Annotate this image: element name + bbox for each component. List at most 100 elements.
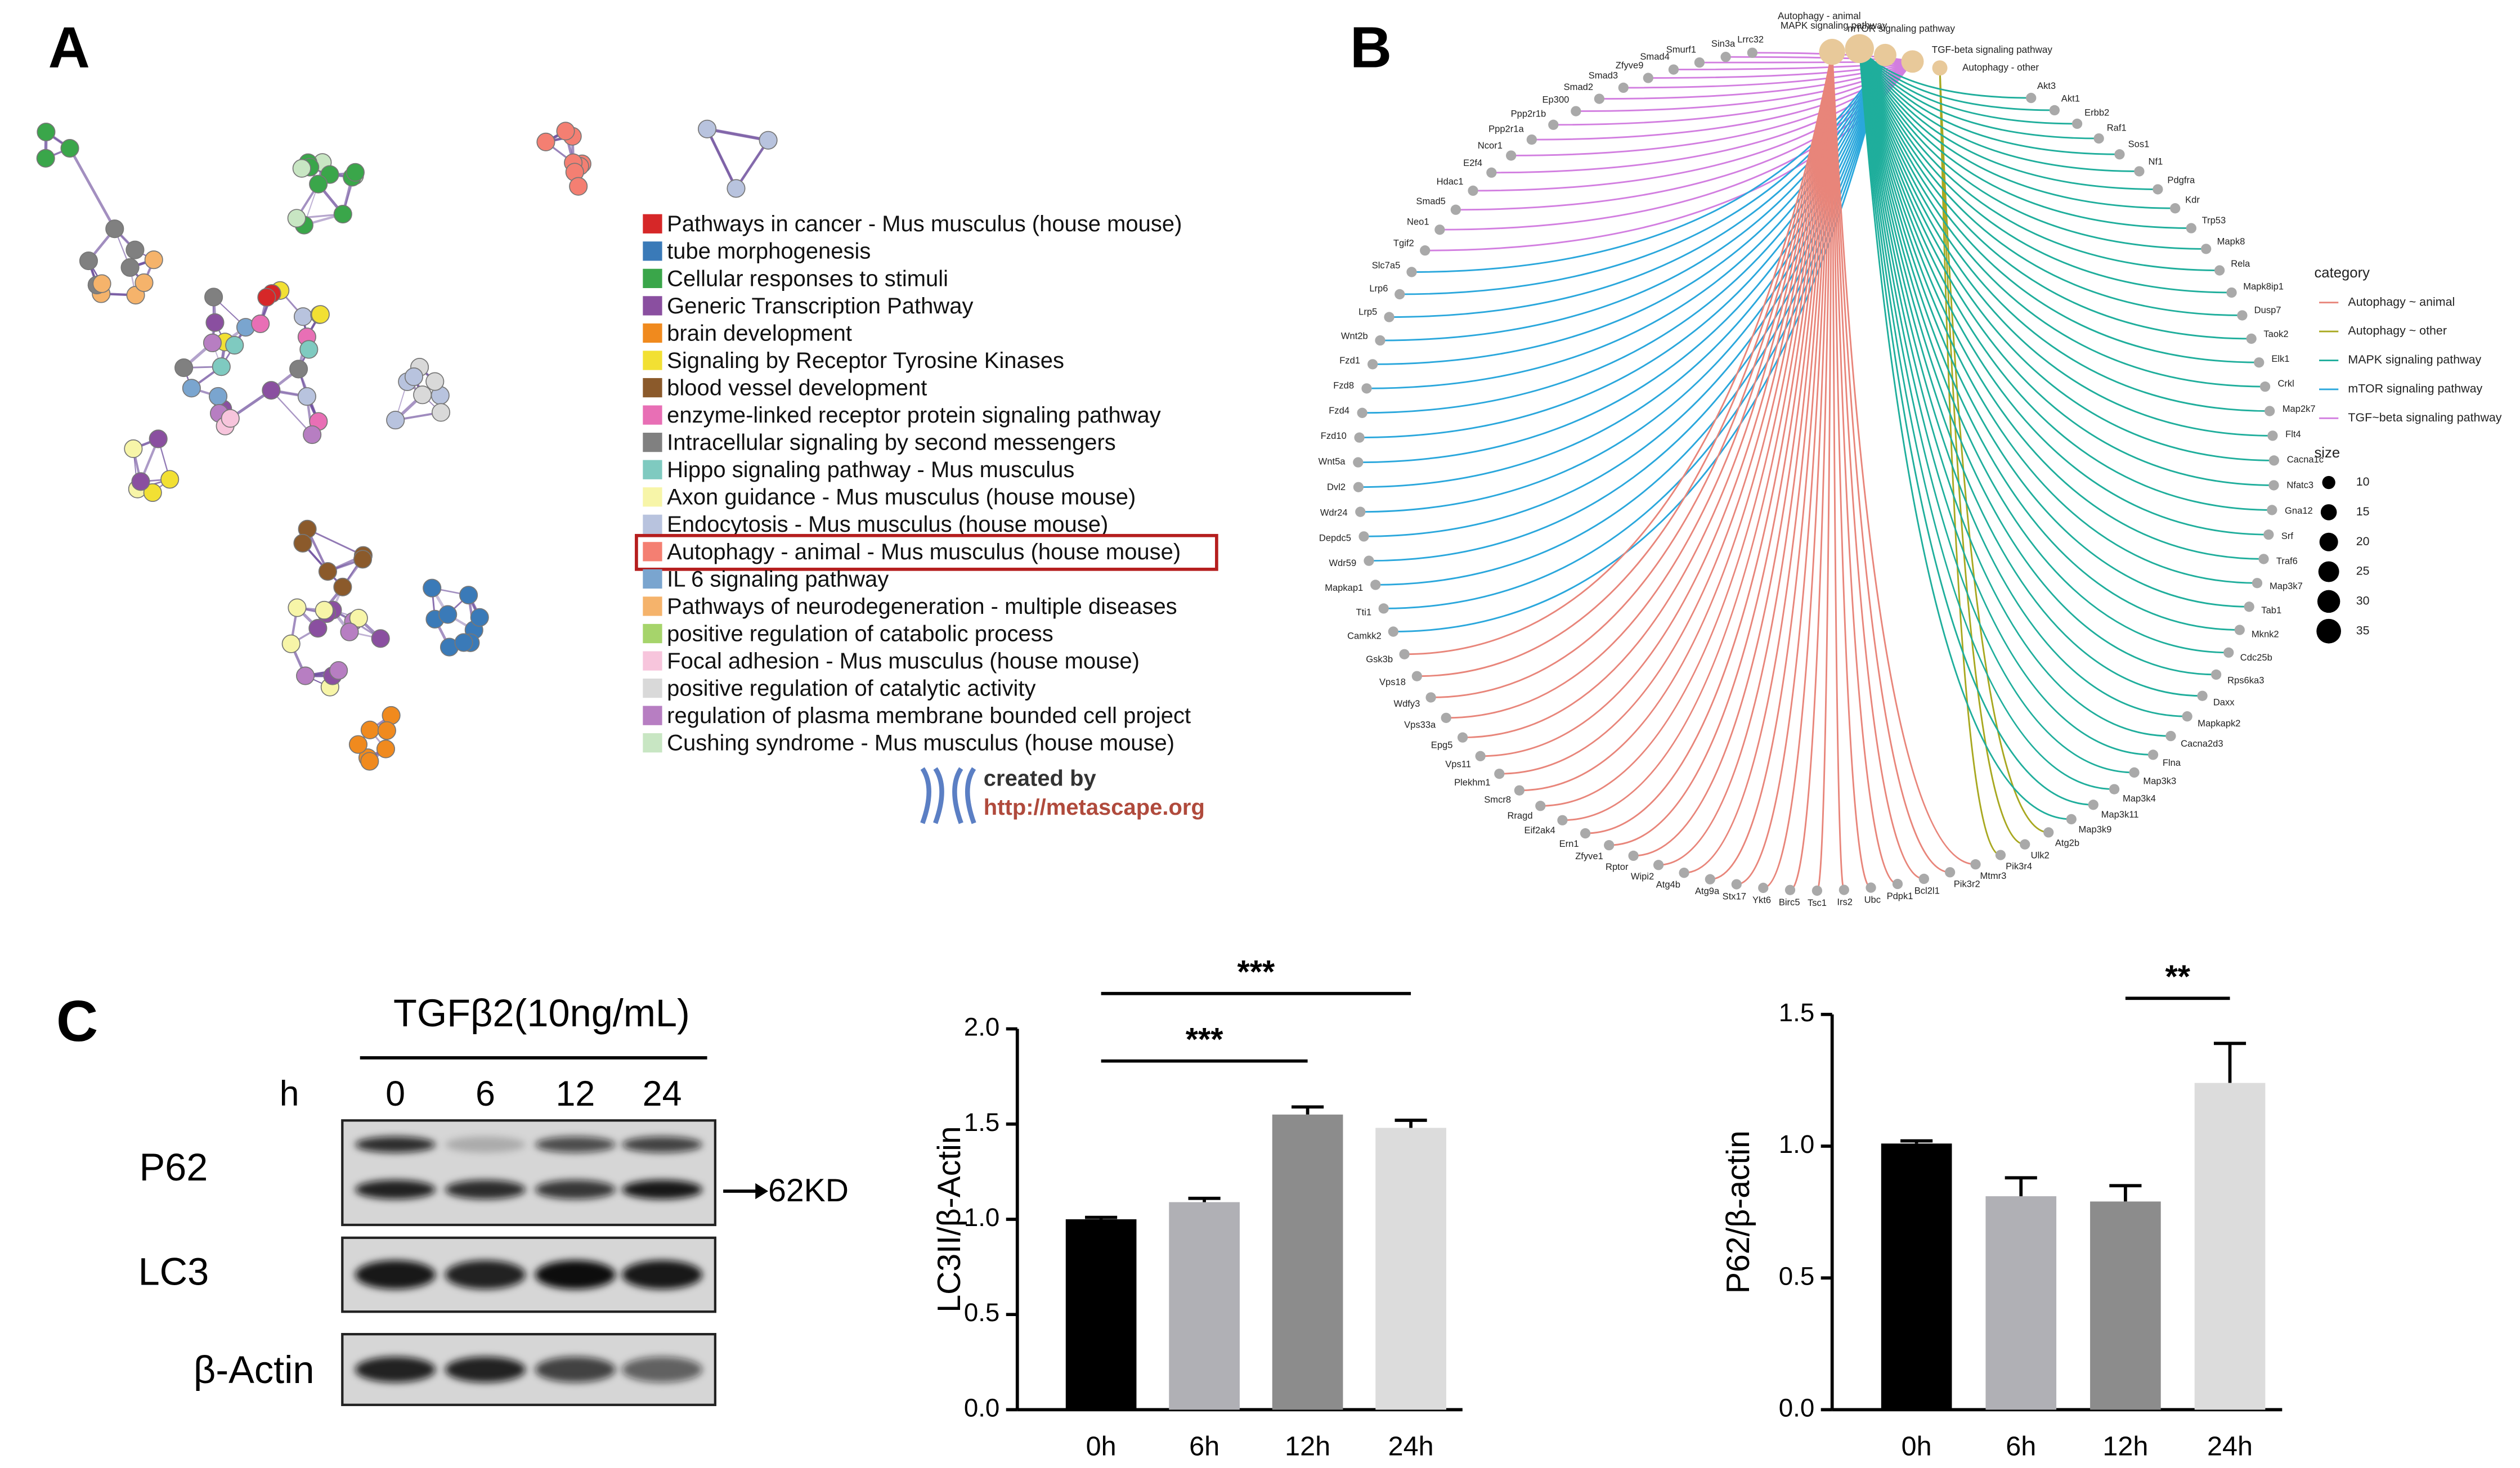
gene-label: Elk1 <box>2271 353 2289 364</box>
legend-label: blood vessel development <box>667 375 927 400</box>
network-node <box>311 305 330 324</box>
gene-link <box>1416 51 1833 677</box>
gene-node <box>1354 432 1365 443</box>
network-node <box>143 483 162 502</box>
gene-label: E2f4 <box>1463 158 1482 168</box>
size-label: 10 <box>2356 475 2370 488</box>
network-node <box>134 273 154 292</box>
blot-band <box>622 1357 703 1382</box>
gene-link <box>1858 48 2266 388</box>
legend-label: Autophagy ~ animal <box>2348 295 2455 308</box>
gene-link <box>1858 48 2154 756</box>
gene-node <box>2165 730 2176 742</box>
gene-label: Dusp7 <box>2254 304 2281 315</box>
gene-label: Crkl <box>2277 378 2294 389</box>
bar <box>1881 1143 1952 1410</box>
gene-node <box>1475 751 1486 761</box>
gene-node <box>2043 827 2054 838</box>
gene-node <box>1494 769 1505 779</box>
network-node <box>348 735 368 754</box>
lane-label: 12 <box>555 1074 595 1114</box>
legend-label: IL 6 signaling pathway <box>667 567 889 591</box>
gene-label: Pdgfra <box>2167 175 2195 186</box>
gene-node <box>2214 265 2225 276</box>
gene-node <box>1370 580 1381 590</box>
network-node <box>376 739 396 758</box>
gene-node <box>1618 82 1629 93</box>
gene-node <box>1355 506 1366 517</box>
gene-label: Mtmr3 <box>1980 870 2006 881</box>
network-node <box>536 132 555 151</box>
size-label: 30 <box>2356 594 2370 608</box>
gene-label: Nf1 <box>2149 156 2163 167</box>
network-node <box>287 209 306 228</box>
legend-swatch <box>643 296 662 316</box>
network-node <box>759 131 778 150</box>
significance-label: ** <box>2165 959 2190 995</box>
western-blot: TGFβ2(10ng/mL) h P62 LC3 β-Actin 62KD 0 6… <box>138 991 849 1406</box>
gene-label: Smurf1 <box>1666 44 1696 55</box>
gene-label: Rps6ka3 <box>2227 675 2264 685</box>
network-node <box>221 409 240 428</box>
blot-band <box>355 1180 436 1200</box>
gene-label: Srf <box>2281 531 2294 541</box>
bar-chart: 0.0 0.5 1.0 1.5 2.0 LC3II/β-Actin 0h 6h 12h 24h **… <box>931 954 1463 1462</box>
gene-node <box>2258 554 2269 564</box>
blot-band <box>535 1136 616 1153</box>
gene-node <box>1364 555 1374 566</box>
gene-node <box>1944 867 1956 878</box>
gene-link <box>1858 48 2269 536</box>
gene-label: Ppp2r1b <box>1511 108 1546 119</box>
blot-band <box>355 1136 436 1153</box>
gene-link <box>1404 51 1833 656</box>
gene-label: Taok2 <box>2263 329 2288 339</box>
gene-node <box>1420 245 1431 256</box>
network-legend: Pathways in cancer - Mus musculus (house… <box>635 212 1218 756</box>
gene-label: Erbb2 <box>2084 107 2109 118</box>
gene-label: Ern1 <box>1559 838 1579 849</box>
gene-label: Nfatc3 <box>2286 480 2313 491</box>
gene-label: Map2k7 <box>2283 403 2316 414</box>
legend-label: Signaling by Receptor Tyrosine Kinases <box>667 348 1064 373</box>
gene-link <box>1540 52 1833 807</box>
network-node <box>281 634 301 653</box>
size-label: 25 <box>2356 564 2370 578</box>
gene-label: Daxx <box>2213 697 2235 707</box>
size-key <box>2318 561 2339 582</box>
gene-node <box>2267 430 2278 441</box>
network-node <box>262 381 281 400</box>
gene-label: Map3k9 <box>2079 824 2112 834</box>
gene-node <box>2226 287 2237 298</box>
legend-swatch <box>643 433 662 452</box>
network-node <box>454 633 473 652</box>
gene-link <box>1623 60 1913 89</box>
blot-membrane <box>341 1119 717 1227</box>
gene-label: Tab1 <box>2261 605 2281 616</box>
size-label: 35 <box>2356 623 2370 637</box>
gene-label: Zfyve1 <box>1575 851 1603 861</box>
gene-label: Eif2ak4 <box>1524 825 1555 836</box>
gene-link <box>1858 48 2187 717</box>
network-node <box>340 622 359 641</box>
bar <box>1985 1196 2057 1410</box>
logo-mark <box>920 767 976 824</box>
gene-label: Map3k3 <box>2143 776 2176 787</box>
blot-band <box>535 1260 616 1290</box>
bar <box>1169 1202 1240 1410</box>
network-node <box>386 411 405 430</box>
gene-link <box>1609 52 1833 846</box>
gene-node <box>1384 312 1394 322</box>
legend-label: Autophagy ~ other <box>2348 324 2447 338</box>
gene-label: Ncor1 <box>1478 140 1503 151</box>
gene-label: Ykt6 <box>1752 895 1771 905</box>
gene-node <box>1571 106 1581 116</box>
gene-label: Bcl2l1 <box>1914 885 1940 896</box>
blot-band <box>355 1260 436 1290</box>
network-node <box>318 562 337 581</box>
legend-swatch <box>643 651 662 671</box>
gene-link <box>1858 48 2274 486</box>
network-node <box>470 608 489 627</box>
gene-node <box>1705 874 1715 885</box>
gene-node <box>1434 225 1445 235</box>
